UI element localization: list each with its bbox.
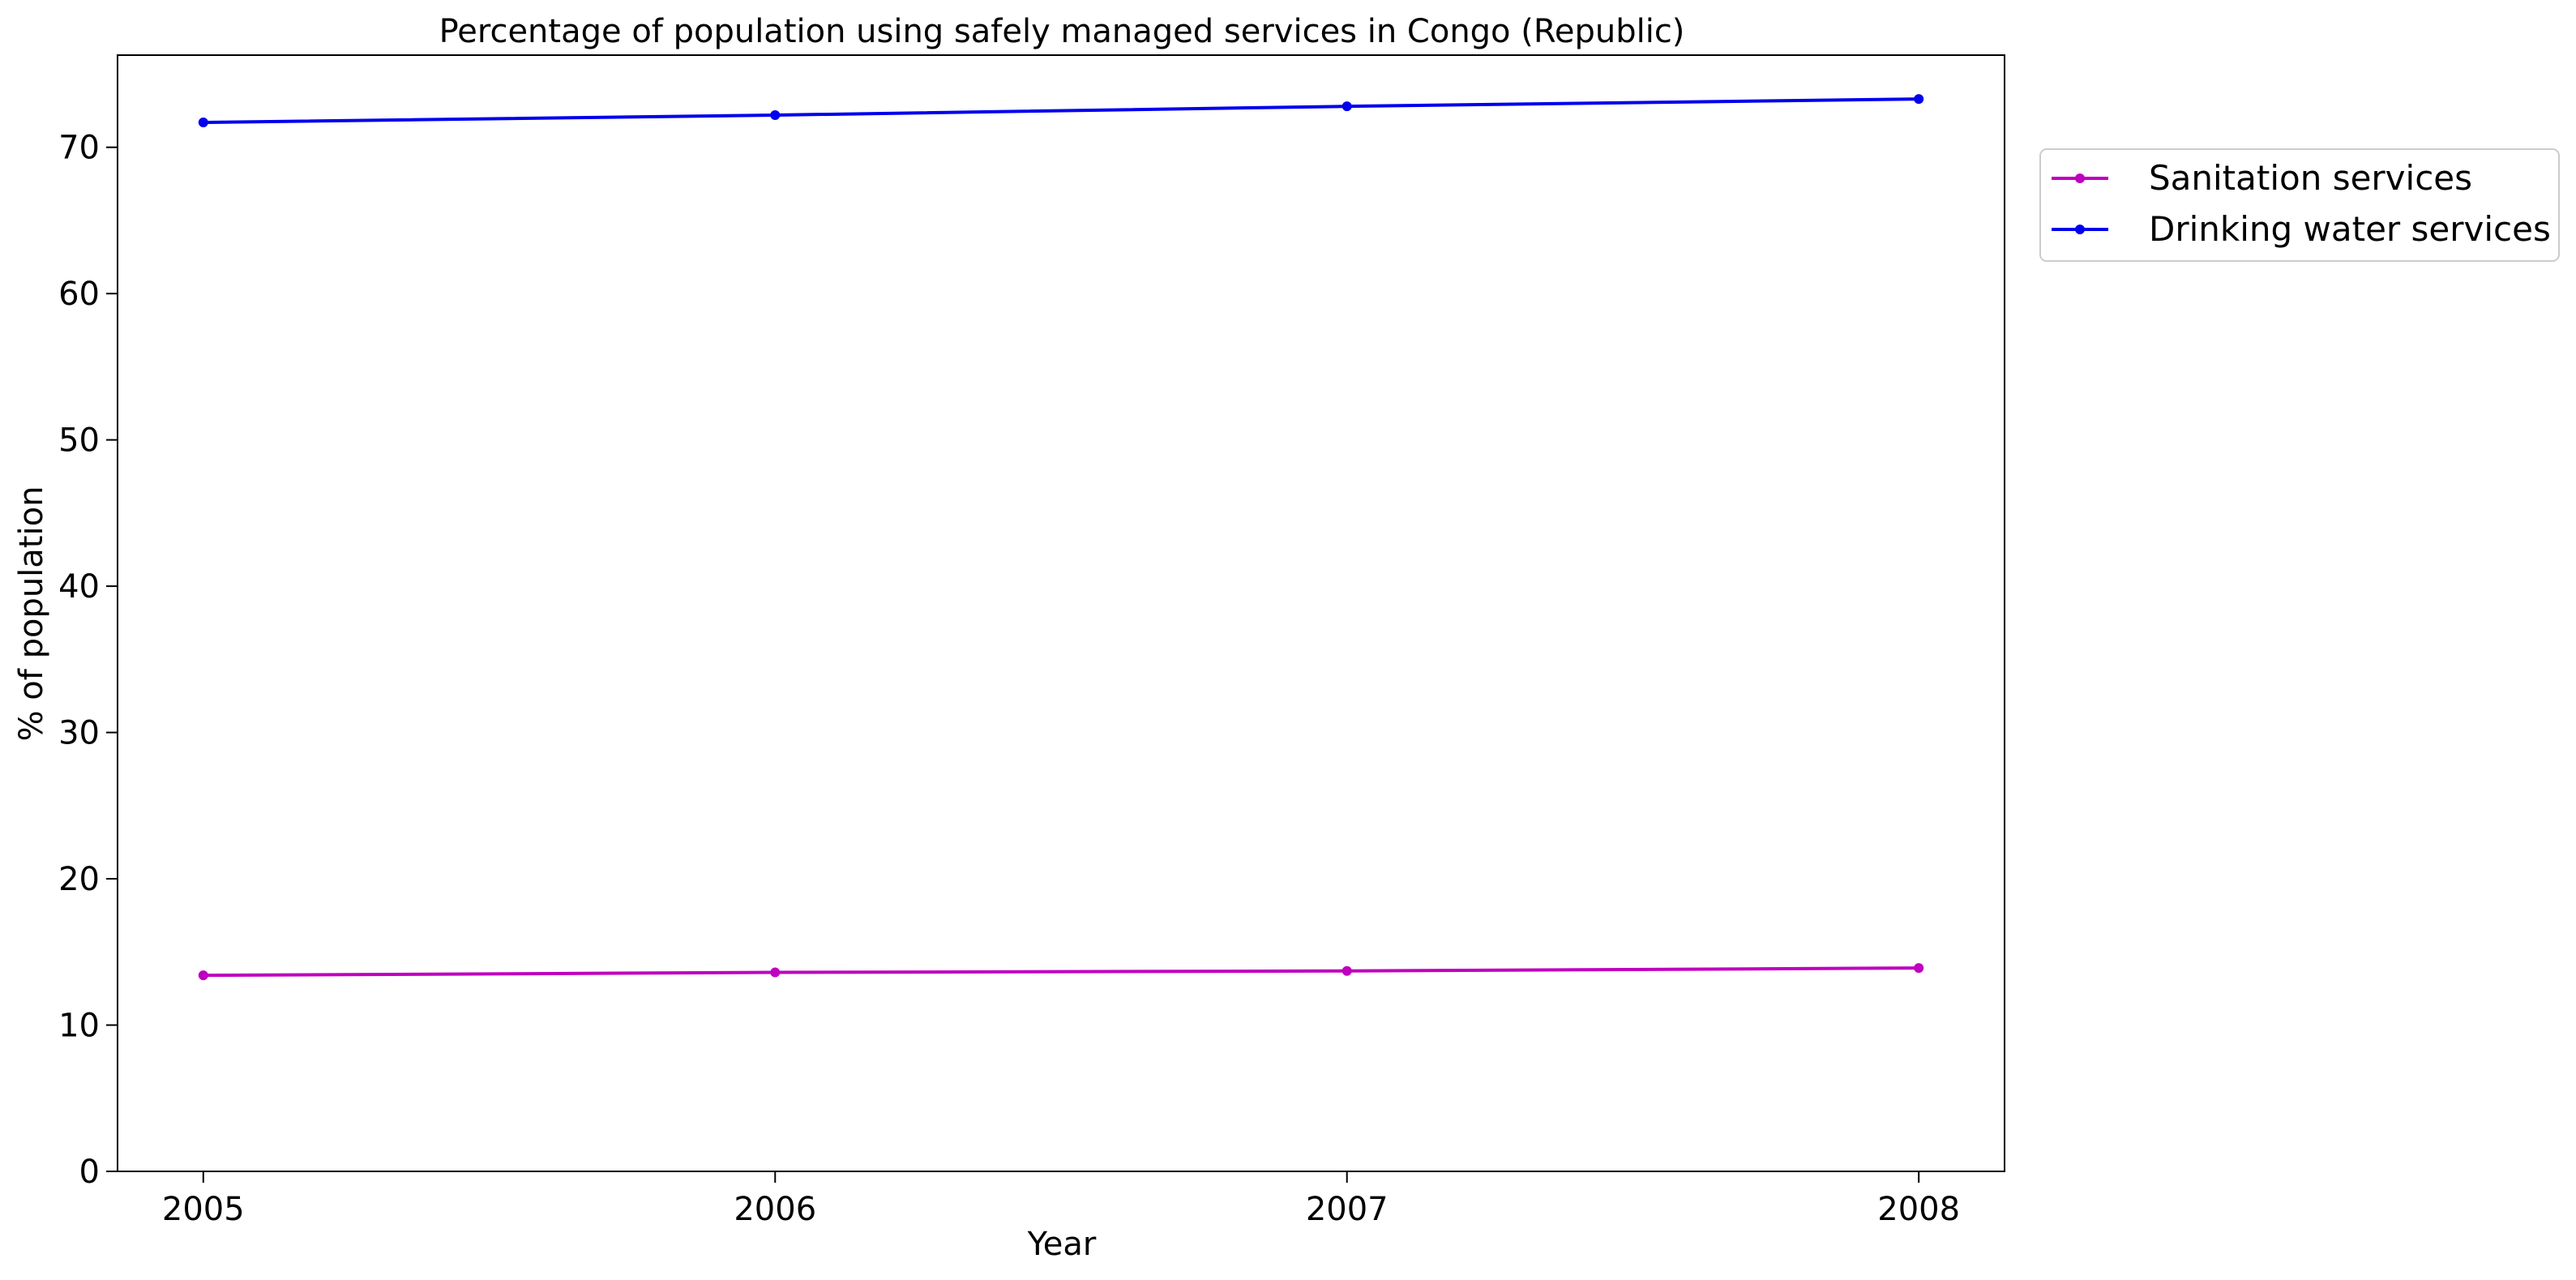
x-tick-label: 2006 <box>734 1191 816 1228</box>
legend-box <box>2039 148 2560 262</box>
y-tick-label: 40 <box>58 568 100 606</box>
series-line-1 <box>203 97 1919 125</box>
x-tick-label: 2007 <box>1306 1191 1389 1228</box>
y-tick-label: 20 <box>58 861 100 898</box>
legend-label-1: Drinking water services <box>2149 209 2551 249</box>
series-point-0 <box>1341 965 1352 976</box>
legend-marker-0 <box>2075 173 2085 183</box>
y-tick-label: 70 <box>58 130 100 167</box>
legend: Sanitation services Drinking water servic… <box>2039 148 2560 262</box>
plot-area <box>117 54 2005 1172</box>
y-tick-label: 60 <box>58 276 100 313</box>
y-axis: 0 10 20 30 40 50 60 70 <box>58 130 118 1191</box>
x-axis-title: Year <box>1027 1226 1097 1263</box>
series-point-1 <box>770 109 781 120</box>
y-tick-label: 10 <box>58 1008 100 1045</box>
legend-label-0: Sanitation services <box>2149 158 2472 198</box>
y-tick-label: 0 <box>79 1154 100 1191</box>
x-axis: 2005 2006 2007 2008 <box>162 1171 1960 1228</box>
x-tick-label: 2008 <box>1877 1191 1960 1228</box>
y-tick-label: 30 <box>58 715 100 752</box>
y-axis-title: % of population <box>13 486 50 742</box>
series-layer <box>198 94 1924 981</box>
x-tick-label: 2005 <box>162 1191 245 1228</box>
series-point-0 <box>198 970 208 981</box>
plot-frame <box>117 54 2005 1172</box>
series-point-0 <box>770 967 781 978</box>
legend-marker-1 <box>2075 225 2085 234</box>
chart-title: Percentage of population using safely ma… <box>439 13 1685 50</box>
y-tick-label: 50 <box>58 422 100 460</box>
series-point-1 <box>1341 101 1352 112</box>
series-point-1 <box>1914 94 1924 105</box>
series-point-0 <box>1914 963 1924 974</box>
series-point-1 <box>198 118 208 128</box>
series-line-0 <box>203 966 1919 978</box>
